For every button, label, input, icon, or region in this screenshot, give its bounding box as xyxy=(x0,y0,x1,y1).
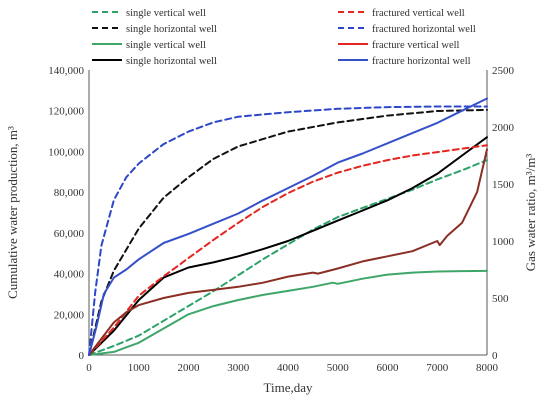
x-tick-label: 5000 xyxy=(327,362,350,374)
x-tick-label: 0 xyxy=(86,362,92,374)
left-tick-label: 140,000 xyxy=(48,65,84,77)
left-tick-label: 20,000 xyxy=(54,309,85,321)
x-tick-label: 2000 xyxy=(178,362,201,374)
legend-label: single vertical well xyxy=(126,8,206,19)
x-tick-label: 4000 xyxy=(277,362,300,374)
series-line-4 xyxy=(88,136,488,356)
x-tick-label: 3000 xyxy=(227,362,250,374)
x-tick-label: 8000 xyxy=(476,362,499,374)
legend-label: fractured vertical well xyxy=(372,8,465,19)
series-line-1 xyxy=(88,159,488,356)
legend-label: fractured horizontal well xyxy=(372,24,476,35)
legend-label: fracture vertical well xyxy=(372,40,460,51)
left-tick-label: 0 xyxy=(79,350,85,362)
x-tick-labels: 0 1000 2000 3000 4000 5000 6000 7000 8000 xyxy=(86,362,498,374)
right-tick-label: 2000 xyxy=(492,122,515,134)
series-line-2 xyxy=(88,108,488,356)
left-tick-labels: 0 20,000 40,000 60,000 80,000 100,000 120,000 1… xyxy=(48,65,84,362)
legend-label: single horizontal well xyxy=(126,56,217,67)
legend-label: single vertical well xyxy=(126,40,206,51)
left-tick-label: 40,000 xyxy=(54,269,85,281)
right-tick-label: 2500 xyxy=(492,65,515,77)
right-tick-label: 1500 xyxy=(492,179,515,191)
right-tick-label: 500 xyxy=(492,293,509,305)
plot-area xyxy=(88,70,488,356)
legend-label: single horizontal well xyxy=(126,24,217,35)
x-tick-label: 6000 xyxy=(377,362,400,374)
right-tick-labels: 0 500 1000 1500 2000 2500 xyxy=(492,65,515,362)
series-line-8 xyxy=(88,97,488,356)
series-line-7 xyxy=(88,148,488,356)
series-group xyxy=(88,97,488,356)
x-tick-label: 7000 xyxy=(426,362,449,374)
left-tick-label: 60,000 xyxy=(54,228,85,240)
right-tick-label: 0 xyxy=(492,350,498,362)
series-line-5 xyxy=(88,144,488,356)
left-axis-title: Cumulative water production, m³ xyxy=(5,126,20,299)
legend-label: fracture horizontal well xyxy=(372,56,471,67)
legend: single vertical well fractured vertical w… xyxy=(92,8,476,67)
x-tick-label: 1000 xyxy=(128,362,151,374)
left-tick-label: 120,000 xyxy=(48,106,84,118)
left-tick-label: 80,000 xyxy=(54,187,85,199)
right-axis-title: Gas water ratio, m³/m³ xyxy=(523,154,538,272)
series-line-3 xyxy=(88,269,488,356)
right-tick-label: 1000 xyxy=(492,236,515,248)
series-line-6 xyxy=(88,105,488,356)
x-axis-title: Time,day xyxy=(264,380,313,395)
left-tick-label: 100,000 xyxy=(48,146,84,158)
